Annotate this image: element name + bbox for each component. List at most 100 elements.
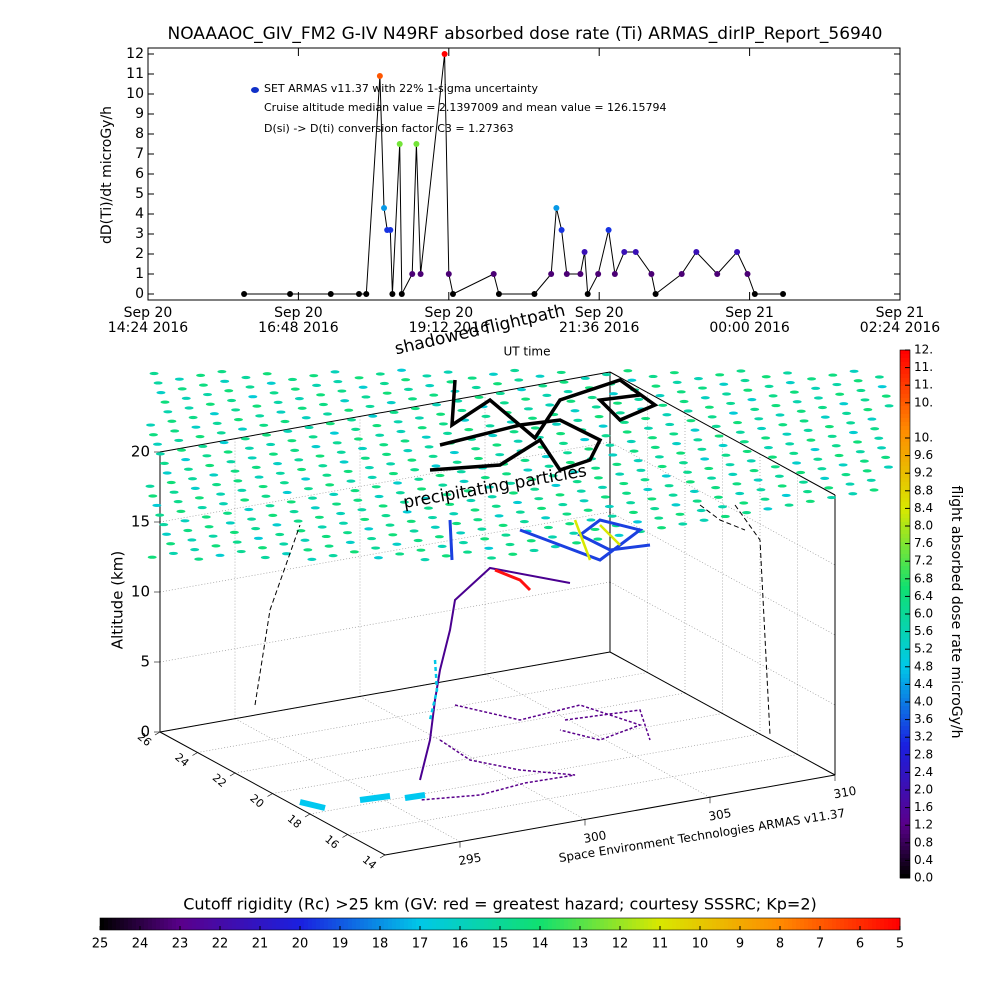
particle: [742, 511, 752, 515]
particle: [627, 378, 637, 382]
particle: [421, 435, 431, 439]
colorbar-swatch: [732, 918, 737, 930]
particle: [196, 373, 206, 378]
colorbar-swatch: [884, 918, 889, 930]
particle: [297, 467, 307, 472]
particle: [160, 400, 170, 404]
colorbar-swatch: [900, 374, 910, 379]
colorbar-swatch: [660, 918, 665, 930]
colorbar-swatch: [900, 414, 910, 419]
data-point: [417, 271, 424, 277]
particle: [308, 496, 317, 500]
colorbar-swatch: [852, 918, 857, 930]
particle: [563, 451, 572, 455]
colorbar-swatch: [900, 566, 910, 571]
particle: [517, 388, 527, 392]
colorbar-swatch: [900, 474, 910, 479]
particle: [528, 416, 537, 420]
colorbar-swatch: [900, 822, 910, 827]
colorbar-swatch: [400, 918, 405, 930]
data-point: [376, 73, 383, 79]
particle: [579, 499, 589, 503]
particle: [174, 438, 184, 443]
colorbar-swatch: [900, 574, 910, 579]
data-point: [714, 271, 721, 277]
particle: [155, 452, 165, 456]
axis-edge: [159, 731, 386, 856]
particle: [782, 432, 792, 436]
colorbar-swatch: [900, 362, 910, 367]
z-tick-label: 10: [131, 583, 150, 601]
particle: [314, 515, 324, 519]
colorbar-swatch: [208, 918, 213, 930]
colorbar-swatch: [900, 718, 910, 723]
particle: [381, 514, 391, 518]
colorbar-tick-label: 0.8: [914, 835, 933, 849]
axis-edge: [384, 774, 836, 856]
data-point: [409, 271, 416, 277]
colorbar-swatch: [244, 918, 249, 930]
colorbar-tick-label: 17: [412, 937, 429, 952]
particle: [506, 481, 516, 485]
y-tick-label: 7: [135, 146, 144, 162]
data-point: [751, 291, 758, 297]
colorbar-tick-label: 0.0: [914, 871, 933, 885]
colorbar-swatch: [484, 918, 489, 930]
particle: [436, 412, 446, 416]
particle: [480, 476, 490, 480]
particle: [438, 483, 448, 487]
colorbar-swatch: [112, 918, 117, 930]
particle: [735, 430, 745, 434]
particle: [792, 400, 802, 404]
colorbar-swatch: [900, 562, 910, 567]
particle: [395, 552, 405, 556]
particle: [685, 480, 695, 484]
particle: [647, 497, 657, 501]
colorbar-swatch: [576, 918, 581, 930]
particle: [367, 475, 377, 479]
particle: [329, 492, 339, 496]
particle: [254, 475, 264, 479]
plot-3d: 0 5 10 15 20 295 300 305 310 26 24 22 20 18 16 14: [131, 368, 894, 872]
particle: [789, 451, 799, 455]
particle: [147, 555, 157, 559]
particle: [678, 522, 688, 526]
colorbar-swatch: [316, 918, 321, 930]
particle: [301, 477, 311, 481]
particle: [212, 483, 222, 487]
particle: [749, 468, 759, 473]
particle: [349, 550, 359, 554]
flight-path: [429, 378, 659, 473]
axis-edge: [159, 651, 611, 733]
colorbar-swatch: [296, 918, 301, 930]
x-tick-label: 300: [582, 828, 607, 846]
colorbar-tick-label: 4.0: [914, 695, 933, 709]
particle: [510, 368, 520, 373]
particle: [859, 459, 869, 463]
particle: [527, 477, 537, 482]
particle: [584, 447, 594, 451]
particle: [805, 499, 815, 503]
particle: [739, 501, 749, 505]
particle: [699, 518, 709, 522]
colorbar-swatch: [900, 826, 910, 831]
particle: [248, 395, 258, 399]
particle: [760, 497, 770, 501]
colorbar-swatch: [772, 918, 777, 930]
data-point: [605, 227, 612, 233]
particle: [600, 495, 610, 499]
colorbar-swatch: [900, 398, 910, 403]
colorbar-swatch: [900, 866, 910, 871]
particle: [855, 450, 865, 454]
colorbar-swatch: [840, 918, 845, 930]
particle: [628, 510, 638, 514]
y-tick-label: 9: [135, 106, 144, 122]
particle: [698, 386, 707, 390]
particle: [841, 473, 851, 477]
colorbar-tick-label: 4.8: [914, 659, 933, 673]
particle: [194, 496, 204, 500]
colorbar-tick-label: 11.: [914, 378, 933, 392]
colorbar-swatch: [720, 918, 725, 930]
colorbar-swatch: [520, 918, 525, 930]
particle: [238, 427, 247, 431]
